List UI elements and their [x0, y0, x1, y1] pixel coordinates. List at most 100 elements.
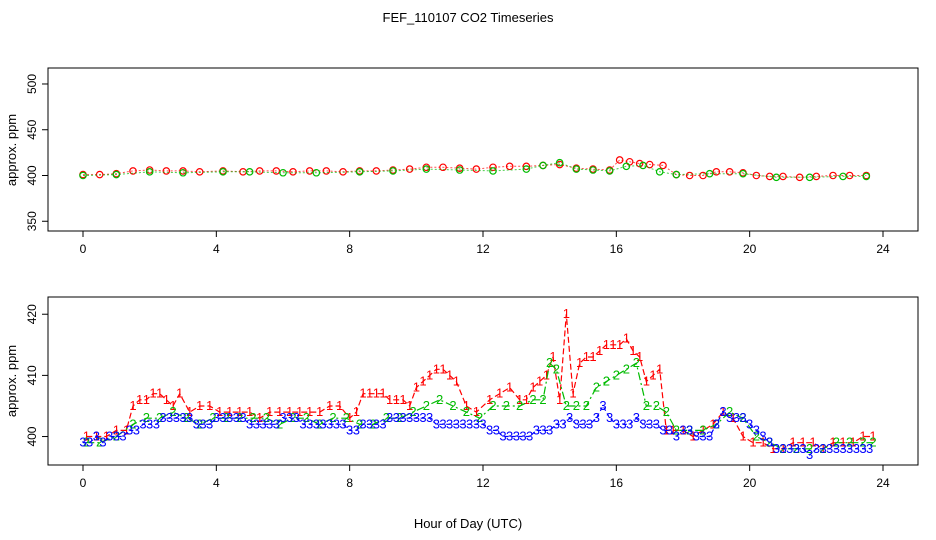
- series-3-symbol: 3: [626, 416, 633, 431]
- series-3-symbol: 3: [293, 410, 300, 425]
- series-1-point: [685, 171, 694, 180]
- series-2-symbol: 2: [593, 380, 600, 395]
- series-3-symbol: 3: [759, 429, 766, 444]
- series-1-symbol: 1: [103, 429, 110, 444]
- series-1-point: [615, 156, 624, 164]
- top-x-tick-label: 20: [743, 242, 757, 256]
- series-1-symbol: 1: [433, 361, 440, 376]
- series-2-symbol: 2: [343, 410, 350, 425]
- series-3-symbol: 3: [206, 416, 213, 431]
- series-1-point: [829, 171, 837, 180]
- series-1-symbol: 1: [809, 435, 816, 450]
- series-2-symbol: 2: [263, 410, 270, 425]
- series-3-symbol: 3: [826, 441, 833, 456]
- series-1-symbol: 1: [419, 374, 426, 389]
- series-3-symbol: 3: [559, 416, 566, 431]
- series-1-symbol: 1: [759, 435, 766, 450]
- series-2-point: [145, 168, 154, 176]
- series-1-point: [699, 171, 707, 180]
- series-3-symbol: 3: [779, 441, 786, 456]
- series-1-symbol: 1: [689, 429, 696, 444]
- bottom-y-tick-label: 420: [25, 304, 39, 324]
- series-1-symbol: 1: [366, 386, 373, 401]
- series-3-symbol: 3: [773, 441, 780, 456]
- top-x-tick-label: 24: [876, 242, 890, 256]
- series-3-symbol: 3: [259, 416, 266, 431]
- series-1-symbol: 1: [536, 374, 543, 389]
- series-2-symbol: 2: [476, 410, 483, 425]
- series-2-point: [862, 172, 871, 181]
- bottom-y-tick-label: 400: [25, 426, 39, 446]
- series-3-symbol: 3: [673, 429, 680, 444]
- series-1-point: [95, 170, 104, 179]
- series-2-symbol: 2: [209, 410, 216, 425]
- series-3-symbol: 3: [213, 410, 220, 425]
- series-2-point: [772, 173, 781, 182]
- series-3-symbol: 3: [499, 429, 506, 444]
- series-2-symbol: 2: [113, 429, 120, 444]
- series-3-symbol: 3: [106, 429, 113, 444]
- series-2-symbol: 2: [673, 422, 680, 437]
- series-3-symbol: 3: [126, 422, 133, 437]
- series-1-point: [472, 165, 481, 173]
- series-3-symbol: 3: [513, 429, 520, 444]
- series-3-symbol: 3: [199, 416, 206, 431]
- series-3-symbol: 3: [113, 429, 120, 444]
- series-3-symbol: 3: [439, 416, 446, 431]
- series-1-symbol: 1: [176, 386, 183, 401]
- series-3-symbol: 3: [386, 410, 393, 425]
- series-3-symbol: 3: [866, 441, 873, 456]
- series-3-symbol: 3: [446, 416, 453, 431]
- series-3-symbol: 3: [686, 422, 693, 437]
- series-1-symbol: 1: [643, 374, 650, 389]
- series-2-point: [589, 166, 597, 174]
- series-3-symbol: 3: [153, 416, 160, 431]
- series-3-symbol: 3: [526, 429, 533, 444]
- series-1-point: [322, 167, 331, 175]
- series-3-symbol: 3: [553, 416, 560, 431]
- series-3-symbol: 3: [419, 410, 426, 425]
- series-1-symbol: 1: [446, 367, 453, 382]
- series-2-point: [705, 169, 714, 178]
- series-1-symbol: 1: [549, 349, 556, 364]
- series-2-point: [555, 158, 564, 167]
- series-1-symbol: 1: [386, 392, 393, 407]
- top-y-tick-label: 350: [25, 211, 39, 231]
- series-2-symbol: 2: [553, 361, 560, 376]
- series-2-line: [82, 162, 867, 178]
- series-2-symbol: 2: [96, 435, 103, 450]
- series-3-symbol: 3: [839, 441, 846, 456]
- series-1-symbol: 1: [346, 410, 353, 425]
- series-3-symbol: 3: [493, 422, 500, 437]
- series-1-symbol: 1: [379, 386, 386, 401]
- series-1-symbol: 1: [359, 386, 366, 401]
- series-3-symbol: 3: [586, 416, 593, 431]
- series-2-symbol: 2: [409, 404, 416, 419]
- series-3-symbol: 3: [413, 410, 420, 425]
- series-3-symbol: 3: [646, 416, 653, 431]
- bottom-x-tick-label: 0: [80, 476, 87, 490]
- series-2-symbol: 2: [739, 410, 746, 425]
- series-2-symbol: 2: [276, 416, 283, 431]
- series-2-point: [605, 167, 614, 175]
- series-2-symbol: 2: [463, 404, 470, 419]
- series-2-symbol: 2: [633, 355, 640, 370]
- series-1-symbol: 1: [463, 398, 470, 413]
- series-2-symbol: 2: [766, 435, 773, 450]
- series-2-symbol: 2: [859, 435, 866, 450]
- bottom-x-tick-label: 16: [610, 476, 624, 490]
- bottom-y-axis-label: approx. ppm: [4, 345, 19, 417]
- series-1-symbol: 1: [486, 392, 493, 407]
- series-2-point: [112, 170, 121, 179]
- series-3-symbol: 3: [719, 404, 726, 419]
- series-2-symbol: 2: [663, 404, 670, 419]
- series-2-point: [79, 171, 87, 180]
- series-2-point: [355, 168, 364, 176]
- series-2-symbol: 2: [129, 416, 136, 431]
- series-2-symbol: 2: [753, 429, 760, 444]
- series-2-point: [489, 167, 497, 175]
- series-1-symbol: 1: [256, 410, 263, 425]
- series-3-symbol: 3: [313, 416, 320, 431]
- series-3-symbol: 3: [273, 416, 280, 431]
- series-1-symbol: 1: [276, 404, 283, 419]
